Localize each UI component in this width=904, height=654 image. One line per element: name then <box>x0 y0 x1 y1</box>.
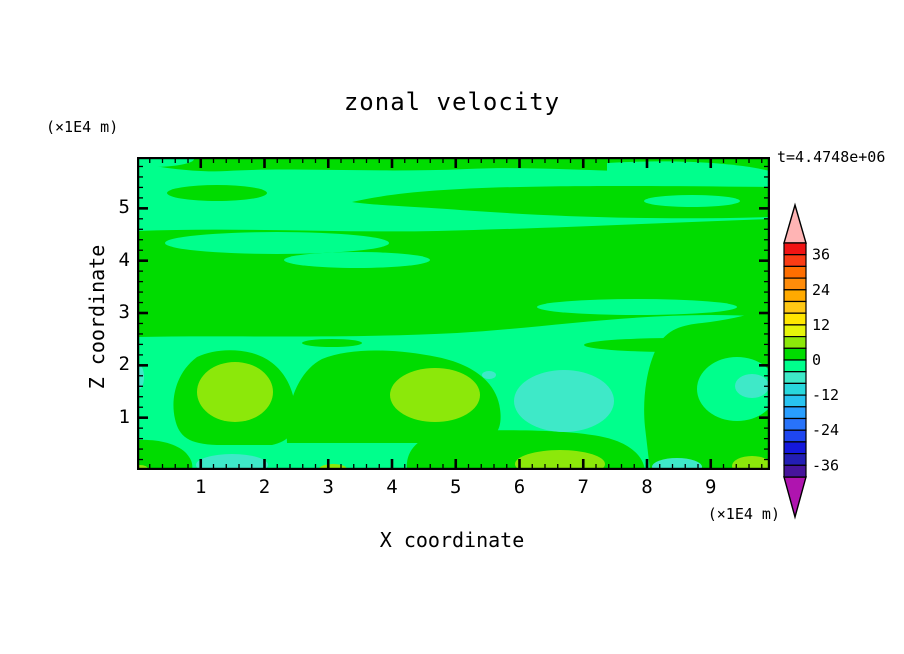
colorbar-segment <box>783 441 807 455</box>
x-tick-label: 1 <box>195 476 207 498</box>
colorbar-segment <box>783 453 807 466</box>
y-tick-label: 5 <box>118 196 130 219</box>
colorbar-label: -24 <box>812 421 839 439</box>
colorbar-segment <box>783 382 807 396</box>
colorbar-label: 12 <box>812 316 830 334</box>
colorbar-segment <box>783 359 807 373</box>
colorbar: 36 24 12 0 -12 -24 -36 <box>783 202 839 520</box>
y-tick-label: 4 <box>118 248 130 271</box>
colorbar-segment <box>783 254 807 268</box>
colorbar-segment <box>783 429 807 443</box>
plot-border <box>137 157 770 470</box>
colorbar-arrow <box>783 202 807 244</box>
x-tick-label: 6 <box>513 476 526 498</box>
y-tick-label: 2 <box>118 353 130 376</box>
colorbar-segment <box>783 277 807 291</box>
colorbar-segment <box>783 371 807 384</box>
y-tick-label: 3 <box>118 301 130 323</box>
colorbar-segment <box>783 464 807 478</box>
page-title: zonal velocity <box>343 88 561 116</box>
colorbar-segment <box>783 324 807 338</box>
x-tick-label: 5 <box>450 476 462 498</box>
colorbar-segment <box>783 347 807 361</box>
colorbar-segment <box>783 336 807 349</box>
colorbar-label: -36 <box>812 456 839 474</box>
x-tick-label: 9 <box>705 476 717 498</box>
colorbar-segment <box>783 394 807 408</box>
colorbar-arrow <box>783 476 807 520</box>
y-tick-label: 1 <box>118 405 130 428</box>
colorbar-segment <box>783 265 807 279</box>
colorbar-label: -12 <box>812 386 839 404</box>
x-tick-label: 3 <box>322 476 334 498</box>
colorbar-segment <box>783 406 807 420</box>
x-tick-label: 7 <box>577 476 589 498</box>
colorbar-label: 36 <box>812 246 830 264</box>
y-axis-unit-label: (×1E4 m) <box>46 118 119 136</box>
colorbar-label: 0 <box>812 351 821 369</box>
colorbar-segment <box>783 242 807 256</box>
x-axis-unit-label: (×1E4 m) <box>707 505 780 523</box>
time-stamp-label: t=4.4748e+06 <box>777 148 886 166</box>
colorbar-segment <box>783 312 807 326</box>
chartreuse-level-shapes <box>137 362 770 470</box>
x-axis-title: X coordinate <box>379 528 525 552</box>
contour-plot-area <box>137 157 770 470</box>
x-tick-label: 8 <box>641 476 653 498</box>
colorbar-segment <box>783 289 807 303</box>
colorbar-segment <box>783 300 807 314</box>
x-tick-label: 2 <box>258 476 271 498</box>
colorbar-segment <box>783 417 807 431</box>
x-tick-label: 4 <box>386 476 398 498</box>
colorbar-label: 24 <box>812 281 830 299</box>
